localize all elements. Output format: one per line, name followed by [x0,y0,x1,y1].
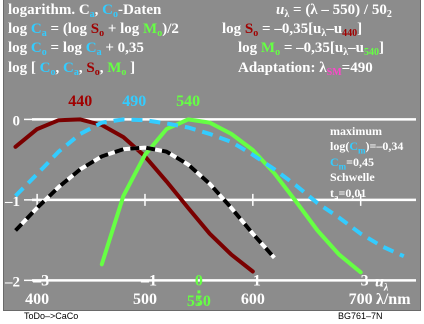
header-line-4-right: Adaptation: λSM=490 [238,60,373,78]
y-tick-label: 0 [13,113,21,129]
chart-frame: 0 –1 –2 440 490 540 –3 –1 0 1 3 uλ 400 500 600 700 550 λ/… [3,0,421,311]
u-tick-label: –1 [140,272,157,289]
header-line-2-left: log Ca = (log So + log Mo)/2 [8,21,179,39]
series-line-2 [14,117,405,259]
side-log-cm: log(Cm)=–0,34 [330,139,404,156]
peak-label: 440 [68,93,92,110]
header-line-4-left: log [ Co, Ca, So, Mo ] [8,60,136,78]
u-tick-label: –3 [32,272,49,289]
header-line-1-right: uλ = (λ – 550) / 502 [276,2,392,20]
peak-label: 490 [122,93,146,110]
y-tick-label: –2 [4,274,20,290]
footer-right: BG761–7N [338,311,383,321]
u-tick-label: 3 [361,272,369,289]
y-tick-label: –1 [4,194,20,210]
peak-label: 540 [176,93,200,110]
side-maximum: maximum [330,124,382,138]
footer-left: ToDo–>CaCo [24,311,79,321]
side-threshold: ta=0,01 [330,186,367,203]
x-tick-label: 700 [349,291,373,308]
x-tick-label: 500 [133,291,157,308]
header-line-2-right: log So = –0,35[uλ–u440] [222,21,363,39]
u-tick-label: 1 [253,272,261,289]
x-tick-label: 400 [25,291,49,308]
header-line-3-left: log Co = log Ca + 0,35 [8,40,144,58]
header-line-3-right: log Mo = –0,35[uλ–u540] [238,40,384,58]
series-line-3-base [14,145,276,260]
side-cm: Cm=0,45 [330,155,375,172]
x-tick-label-highlight: 550 [187,293,211,310]
x-axis-label: λ/nm [376,291,411,308]
header-line-1-left: logarithm. Ca, Co-Daten [8,2,162,20]
side-schwelle: Schwelle [330,170,375,184]
x-tick-label: 600 [241,291,265,308]
series-line-1 [99,117,363,275]
u-tick-label: 0 [195,272,203,289]
